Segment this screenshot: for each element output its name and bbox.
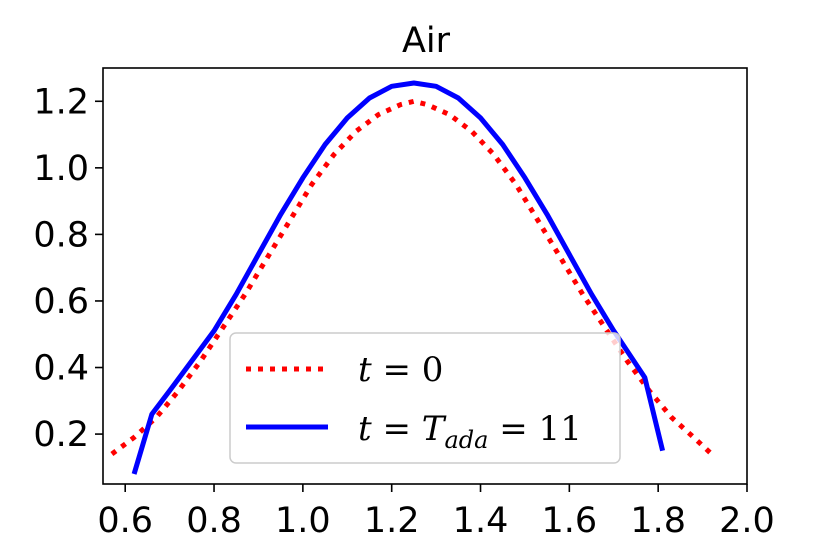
legend-var-t: t [358,350,372,390]
series-line-initial [110,98,714,457]
x-axis: 0.6 0.8 1.0 1.2 1.4 1.6 1.8 2.0 [97,484,775,541]
legend-eq-11: = 11 [488,409,581,449]
y-axis: 0.2 0.4 0.6 0.8 1.0 1.2 [33,82,103,455]
x-tick-label: 1.4 [453,501,509,541]
legend-frame [229,332,621,464]
legend-subscript-ada: ada [444,426,488,454]
legend-label-adaptive: t = Tada = 11 [358,409,582,454]
legend-eq-1: = [372,409,422,449]
legend-label-initial: t = 0 [358,350,443,390]
x-tick-label: 0.8 [186,501,242,541]
legend-eq-0: = 0 [372,350,444,390]
x-tick-label: 0.6 [97,501,153,541]
y-tick-label: 1.0 [33,149,89,189]
x-tick-label: 2.0 [719,501,775,541]
legend-var-t2: t [358,409,372,449]
legend: t = 0 t = Tada = 11 [229,332,621,464]
y-tick-label: 1.2 [33,82,89,122]
legend-var-T: T [422,409,447,449]
x-tick-label: 1.0 [275,501,331,541]
x-tick-label: 1.6 [542,501,598,541]
y-tick-label: 0.2 [33,415,89,455]
series-layer [110,80,714,475]
series-line-adaptive [131,80,666,475]
y-tick-label: 0.6 [33,282,89,322]
y-tick-label: 0.8 [33,215,89,255]
x-tick-label: 1.8 [630,501,686,541]
chart-title: Air [402,21,451,61]
x-tick-label: 1.2 [364,501,420,541]
y-tick-label: 0.4 [33,349,89,389]
